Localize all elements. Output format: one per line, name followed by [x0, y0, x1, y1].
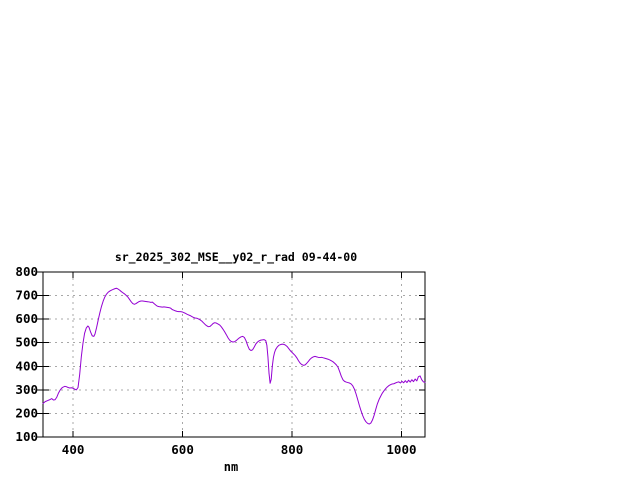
tick-label-layer: 100 200 300 400 500 600 700 800 400 600 800 1000 — [15, 264, 416, 457]
spectrum-line — [42, 287, 426, 425]
tick-layer — [37, 271, 425, 438]
y-tick-label: 400 — [15, 358, 38, 373]
x-tick-label: 600 — [171, 442, 194, 457]
x-tick-label: 800 — [281, 442, 304, 457]
y-tick-label: 700 — [15, 288, 38, 303]
x-tick-label: 400 — [62, 442, 85, 457]
y-tick-label: 500 — [15, 335, 38, 350]
y-tick-label: 100 — [15, 429, 38, 444]
y-tick-label: 200 — [15, 405, 38, 420]
x-axis-label: nm — [224, 460, 238, 474]
y-tick-label: 800 — [15, 264, 38, 279]
chart-title: sr_2025_302_MSE__y02_r_rad 09-44-00 — [115, 250, 357, 265]
grid-layer — [43, 272, 425, 437]
y-tick-label: 600 — [15, 311, 38, 326]
series-layer — [42, 287, 426, 425]
y-tick-label: 300 — [15, 382, 38, 397]
plot-border — [42, 271, 426, 438]
x-tick-label: 1000 — [386, 442, 416, 457]
